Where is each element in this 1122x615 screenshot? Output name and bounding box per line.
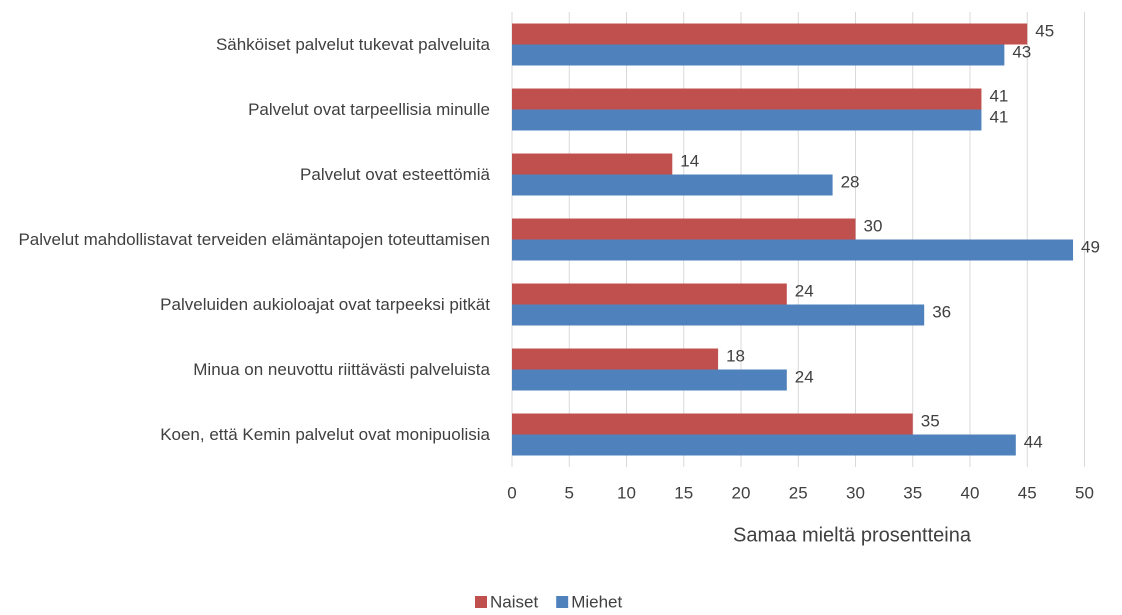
x-tick-label: 15 [674,483,693,502]
legend-label: Naiset [490,592,538,611]
bar [512,88,982,110]
bar [512,239,1074,261]
x-tick-label: 40 [961,483,980,502]
value-label: 24 [795,367,814,386]
x-tick-label: 20 [732,483,751,502]
value-label: 41 [989,86,1008,105]
value-label: 49 [1081,237,1100,256]
bar [512,23,1028,45]
y-tick-label: Palvelut mahdollistavat terveiden elämän… [18,229,490,249]
value-label: 44 [1024,432,1043,451]
value-label: 30 [864,216,883,235]
x-tick-label: 35 [903,483,922,502]
x-tick-label: 10 [617,483,636,502]
legend-swatch [475,596,487,608]
x-tick-label: 5 [565,483,574,502]
x-tick-label: 50 [1075,483,1094,502]
x-tick-label: 30 [846,483,865,502]
y-tick-label: Palveluiden aukioloajat ovat tarpeeksi p… [160,294,490,314]
value-label: 45 [1035,21,1054,40]
x-tick-label: 45 [1018,483,1037,502]
x-tick-label: 25 [789,483,808,502]
bar [512,369,787,391]
y-tick-label: Palvelut ovat esteettömiä [300,164,490,184]
x-axis-label: Samaa mieltä prosentteina [733,524,972,546]
bar [512,153,673,175]
legend-swatch [556,596,569,608]
bar [512,218,856,240]
y-tick-label: Koen, että Kemin palvelut ovat monipuoli… [160,424,490,444]
bar [512,304,925,326]
bar [512,174,833,196]
legend-label: Miehet [571,592,622,611]
value-label: 35 [921,411,940,430]
bar [512,109,982,131]
value-label: 28 [841,172,860,191]
bar [512,413,913,435]
value-label: 43 [1012,42,1031,61]
value-label: 14 [680,151,699,170]
y-tick-label: Palvelut ovat tarpeellisia minulle [248,99,490,119]
bar [512,44,1005,66]
value-label: 18 [726,346,745,365]
y-tick-label: Minua on neuvottu riittävästi palveluist… [193,359,490,379]
x-tick-label: 0 [507,483,516,502]
value-label: 36 [932,302,951,321]
value-label: 24 [795,281,814,300]
bar [512,283,787,305]
value-label: 41 [989,107,1008,126]
bar [512,434,1016,456]
bar [512,348,719,370]
y-tick-label: Sähköiset palvelut tukevat palveluita [215,34,490,54]
